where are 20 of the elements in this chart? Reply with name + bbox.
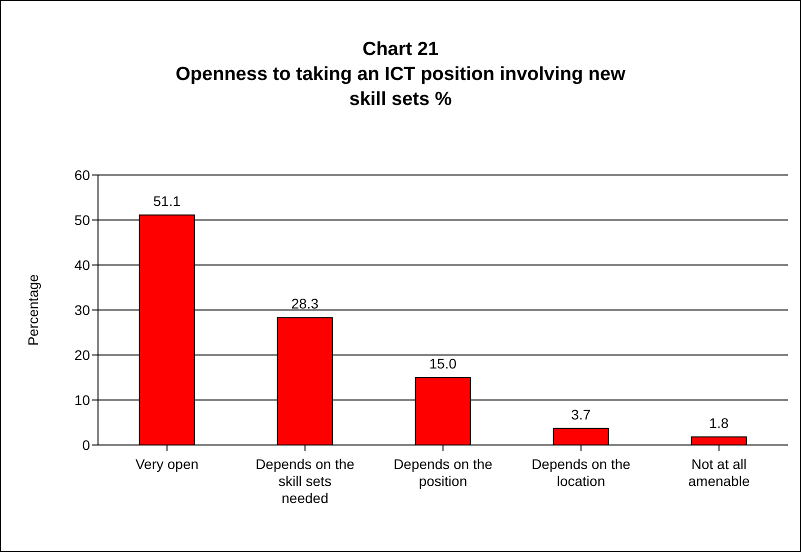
x-tick-label: Depends on the position [394, 456, 493, 489]
data-label: 15.0 [429, 356, 457, 372]
data-label: 1.8 [709, 414, 729, 431]
y-tick-label: 30 [74, 302, 90, 318]
data-label: 3.7 [571, 406, 591, 422]
x-tick-label: Depends on the skill sets needed [256, 456, 355, 506]
x-tick-label: Very open [135, 456, 199, 472]
x-tick-label: Not at all amenable [688, 456, 750, 489]
y-tick-label: 10 [74, 392, 90, 408]
y-tick-label: 20 [74, 346, 90, 363]
y-tick-label: 60 [74, 166, 90, 183]
data-label: 51.1 [153, 193, 181, 210]
data-label: 28.3 [291, 296, 319, 312]
y-tick-label: 0 [82, 436, 90, 453]
y-tick-label: 40 [74, 256, 90, 273]
y-tick-label: 50 [74, 212, 90, 228]
chart-subtitle: Openness to taking an ICT position involving new skill sets % [174, 63, 626, 112]
y-axis-title: Percentage [24, 274, 41, 346]
chart-title: Chart 21 [361, 38, 440, 62]
x-tick-label: Depends on the location [532, 456, 631, 489]
